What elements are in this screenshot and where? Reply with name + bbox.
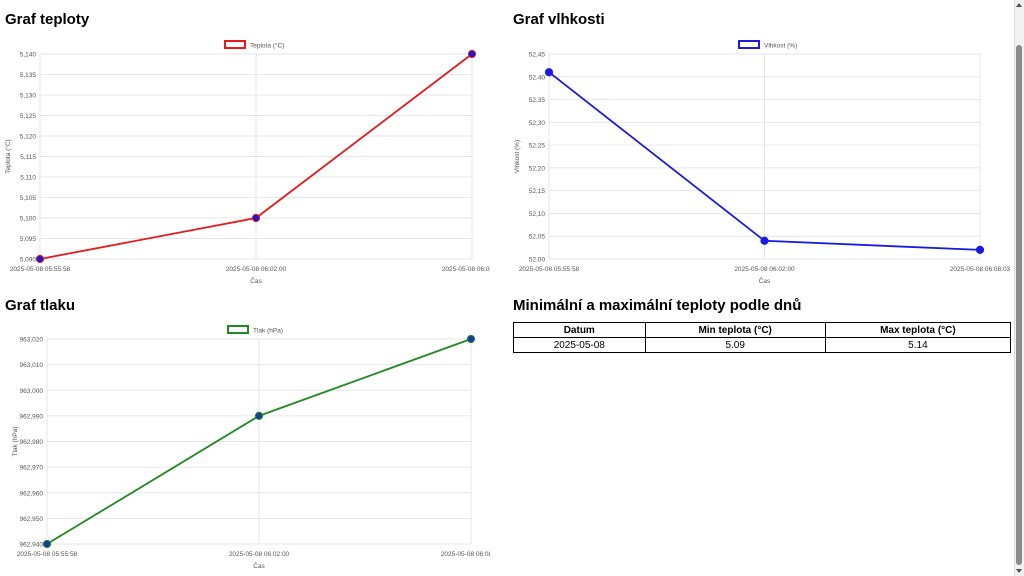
- table-cell-date: 2025-05-08: [513, 337, 646, 353]
- table-header-min: Min teplota (°C): [644, 322, 826, 338]
- x-tick-label: 2025-05-08 06:08:03: [442, 266, 490, 273]
- pressure-chart-title: Graf tlaku: [5, 297, 76, 314]
- humidity-chart-title: Graf vlhkosti: [513, 11, 605, 28]
- data-point: [42, 539, 52, 549]
- legend-label: Teplota (°C): [250, 42, 284, 50]
- humidity-chart[interactable]: 52,00 52,05 52,10 52,15 52,20 52,25 52,30 52,35…: [508, 36, 1018, 286]
- y-tick-label: 5,090: [20, 257, 37, 264]
- scroll-up-arrow-icon[interactable]: [1016, 3, 1022, 7]
- table-row: 2025-05-08 5.09 5.14: [513, 337, 1012, 353]
- x-axis-label: Čas: [250, 276, 262, 285]
- y-tick-label: 5,110: [20, 175, 36, 182]
- y-axis-label: Vlhkost (%): [514, 140, 521, 173]
- y-tick-label: 52,10: [529, 211, 546, 218]
- y-tick-label: 962,940: [20, 542, 44, 549]
- y-tick-label: 52,05: [529, 234, 546, 241]
- data-point: [467, 49, 477, 59]
- scroll-down-arrow-icon[interactable]: [1016, 569, 1022, 573]
- y-tick-label: 962,980: [20, 439, 44, 446]
- scrollbar-thumb[interactable]: [1016, 45, 1022, 565]
- table-header-row: Datum Min teplota (°C) Max teplota (°C): [513, 322, 1012, 338]
- y-tick-label: 963,000: [20, 388, 44, 395]
- x-tick-label: 2025-05-08 05:55:58: [17, 551, 78, 558]
- y-tick-label: 52,45: [529, 52, 546, 59]
- table-cell-max: 5.14: [824, 337, 1012, 353]
- y-tick-label: 963,020: [20, 337, 44, 344]
- y-tick-label: 5,125: [20, 113, 37, 120]
- y-tick-label: 962,990: [20, 413, 44, 420]
- x-tick-label: 2025-05-08 06:02:00: [229, 551, 290, 558]
- y-tick-label: 52,30: [529, 120, 546, 127]
- x-tick-label: 2025-05-08 06:02:00: [226, 266, 287, 273]
- vertical-scrollbar[interactable]: [1014, 0, 1024, 576]
- data-point: [544, 68, 554, 77]
- table-header-max: Max teplota (°C): [824, 322, 1012, 338]
- pressure-chart[interactable]: 962,940 962,950 962,960 962,970 962,980 962,9…: [0, 322, 490, 576]
- y-tick-label: 52,40: [529, 74, 546, 81]
- table-cell-min: 5.09: [644, 337, 826, 353]
- temperature-chart[interactable]: 5,090 5,095 5,100 5,105 5,110 5,115 5,120 5,125…: [0, 36, 490, 286]
- legend-swatch: [224, 40, 246, 49]
- y-tick-label: 52,35: [529, 97, 546, 104]
- y-tick-label: 52,15: [529, 188, 546, 195]
- data-point: [254, 411, 264, 420]
- y-tick-label: 5,100: [20, 216, 37, 223]
- y-tick-label: 5,095: [20, 236, 37, 243]
- y-tick-label: 52,20: [529, 165, 546, 172]
- y-tick-label: 52,00: [529, 257, 546, 264]
- data-point: [466, 334, 476, 344]
- y-tick-label: 5,140: [20, 52, 37, 59]
- y-tick-label: 962,960: [20, 490, 44, 497]
- y-tick-label: 962,950: [20, 516, 44, 523]
- legend-label: Tlak (hPa): [253, 328, 283, 335]
- y-tick-label: 52,25: [529, 143, 546, 150]
- legend-label: Vlhkost (%): [764, 43, 797, 50]
- y-tick-label: 962,970: [20, 465, 44, 472]
- minmax-temperature-table: Datum Min teplota (°C) Max teplota (°C) …: [513, 322, 1012, 353]
- y-tick-label: 5,105: [20, 195, 37, 202]
- y-tick-label: 5,130: [20, 93, 37, 100]
- y-tick-label: 5,120: [20, 134, 37, 141]
- y-tick-label: 5,135: [20, 72, 37, 79]
- legend-swatch: [227, 325, 249, 334]
- minmax-table-title: Minimální a maximální teploty podle dnů: [513, 297, 802, 314]
- y-tick-label: 5,115: [20, 154, 36, 161]
- legend-swatch: [738, 40, 760, 49]
- y-axis-label: Teplota (°C): [4, 139, 12, 173]
- x-tick-label: 2025-05-08 05:55:58: [519, 266, 580, 273]
- x-tick-label: 2025-05-08 06:02:00: [734, 266, 795, 273]
- data-point: [35, 254, 45, 264]
- y-tick-label: 963,010: [20, 362, 44, 369]
- x-tick-label: 2025-05-08 06:08:03: [950, 266, 1011, 273]
- y-axis-label: Tlak (hPa): [12, 427, 19, 457]
- data-point: [251, 213, 261, 223]
- x-axis-label: Čas: [759, 276, 771, 285]
- x-axis-label: Čas: [253, 561, 265, 570]
- data-point: [975, 245, 985, 254]
- temp-chart-title: Graf teploty: [5, 11, 90, 28]
- x-tick-label: 2025-05-08 05:55:58: [10, 266, 71, 273]
- x-tick-label: 2025-05-08 06:08:03: [441, 551, 490, 558]
- data-point: [760, 236, 769, 245]
- table-header-date: Datum: [513, 322, 646, 338]
